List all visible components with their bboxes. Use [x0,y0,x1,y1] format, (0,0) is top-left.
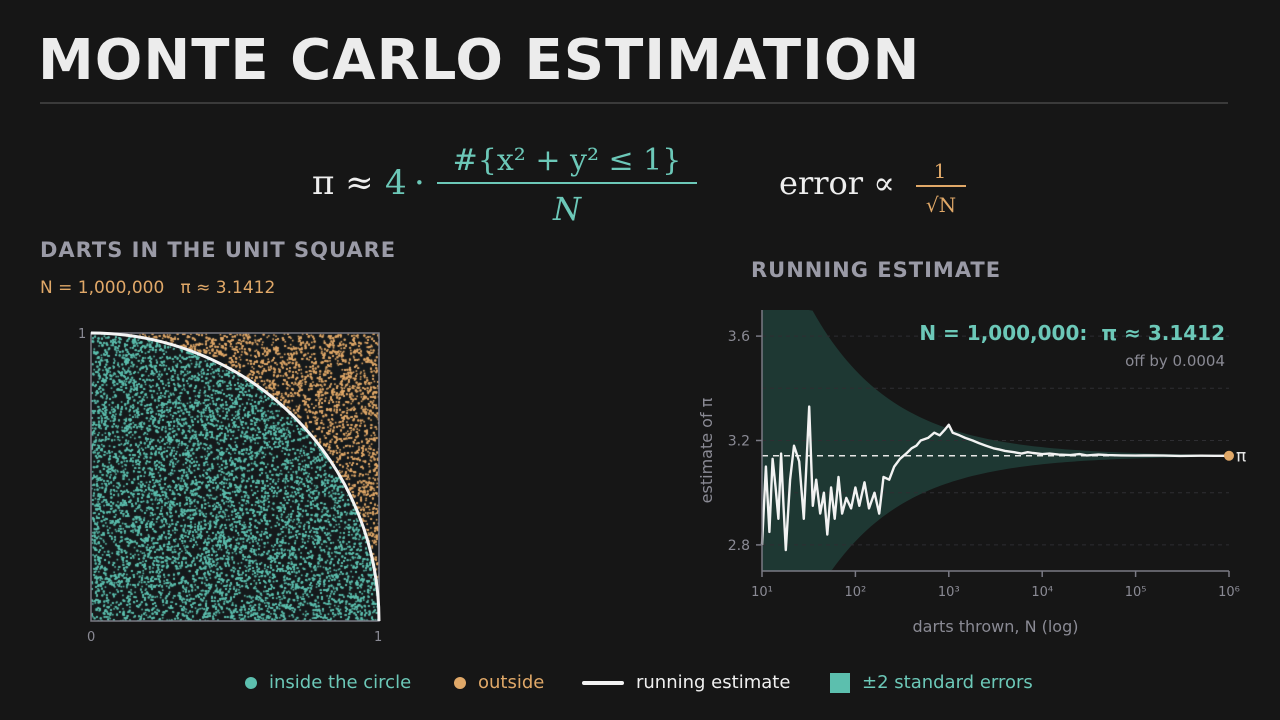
x-tick-label-1: 10² [845,585,867,600]
formula-block: π ≈ 4 · #{x² + y² ≤ 1} N error ∝ 1 √N [312,143,966,228]
error-label: error ∝ [779,164,895,202]
legend-running-label: running estimate [636,672,791,693]
running-heading: RUNNING ESTIMATE [751,258,1002,282]
y-axis-label: estimate of π [697,397,716,503]
y-tick-label-2: 3.6 [728,329,750,345]
formula-denominator: N [552,190,582,228]
x-tick-label-4: 10⁵ [1125,585,1147,600]
legend-band: ±2 standard errors [830,672,1033,693]
y-tick-label-0: 2.8 [728,538,750,554]
line-swatch-icon [582,680,624,685]
final-estimate-annotation: N = 1,000,000: π ≈ 3.1412 [919,321,1225,345]
error-annotation: off by 0.0004 [1125,352,1225,370]
band-swatch-icon [830,672,850,693]
pi-marker-label: π [1236,447,1246,467]
x-axis-label: darts thrown, N (log) [913,617,1079,636]
x-tick-label-2: 10³ [938,585,960,600]
formula-fraction-bar [437,182,697,184]
darts-heading: DARTS IN THE UNIT SQUARE [40,238,397,262]
error-fraction-bar [916,185,966,187]
darts-subheading: N = 1,000,000 π ≈ 3.1412 [40,278,276,298]
x-tick-label-0: 10¹ [751,585,773,600]
legend-inside: inside the circle [245,672,411,693]
formula-four: 4 [385,163,407,203]
x-tick-label-5: 10⁶ [1218,585,1240,600]
formula-lhs: π ≈ [312,163,374,203]
formula-dot: · [414,163,425,203]
error-numerator: 1 [934,159,947,183]
legend-outside-label: outside [478,672,545,693]
error-band [762,310,1229,571]
running-estimate-line [760,405,1229,552]
title-divider [40,102,1228,104]
legend-band-label: ±2 standard errors [862,672,1033,693]
page-title: MONTE CARLO ESTIMATION [38,28,921,93]
legend-outside: outside [454,672,544,693]
teal-dot-icon [245,676,257,689]
formula-numerator: #{x² + y² ≤ 1} [453,143,682,178]
legend-inside-label: inside the circle [269,672,412,693]
orange-dot-icon [454,676,466,689]
legend-running: running estimate [582,672,790,693]
pi-marker [1224,450,1234,461]
error-denominator: √N [926,193,956,217]
legend: inside the circle outside running estima… [0,672,1280,702]
x-tick-label-3: 10⁴ [1031,585,1053,600]
y-tick-label-1: 3.2 [728,434,750,450]
